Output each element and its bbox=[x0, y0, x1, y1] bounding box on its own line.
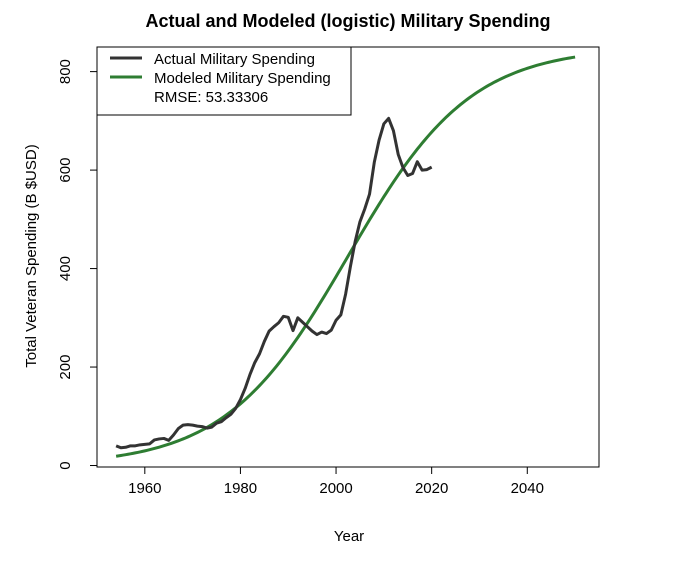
legend: Actual Military Spending Modeled Militar… bbox=[97, 47, 351, 115]
y-tick-label: 200 bbox=[57, 355, 74, 380]
y-tick-label: 600 bbox=[57, 158, 74, 183]
series-actual-line bbox=[116, 118, 432, 447]
legend-label-modeled: Modeled Military Spending bbox=[154, 70, 331, 87]
x-axis-label: Year bbox=[334, 528, 364, 545]
series-modeled-line bbox=[116, 57, 575, 456]
x-tick-label: 1980 bbox=[224, 480, 257, 497]
y-axis-label: Total Veteran Spending (B $USD) bbox=[23, 144, 40, 367]
x-tick-label: 2020 bbox=[415, 480, 448, 497]
x-tick-label: 2040 bbox=[511, 480, 544, 497]
legend-label-actual: Actual Military Spending bbox=[154, 51, 315, 68]
series-layer bbox=[116, 57, 575, 456]
y-tick-label: 800 bbox=[57, 59, 74, 84]
chart-title: Actual and Modeled (logistic) Military S… bbox=[145, 11, 550, 31]
x-tick-label: 1960 bbox=[128, 480, 161, 497]
x-tick-label: 2000 bbox=[319, 480, 352, 497]
x-axis: 1960 1980 2000 2020 2040 bbox=[128, 467, 544, 497]
y-tick-label: 0 bbox=[57, 461, 74, 469]
legend-rmse: RMSE: 53.33306 bbox=[154, 89, 268, 106]
y-tick-label: 400 bbox=[57, 256, 74, 281]
y-axis: 0 200 400 600 800 bbox=[57, 59, 97, 470]
